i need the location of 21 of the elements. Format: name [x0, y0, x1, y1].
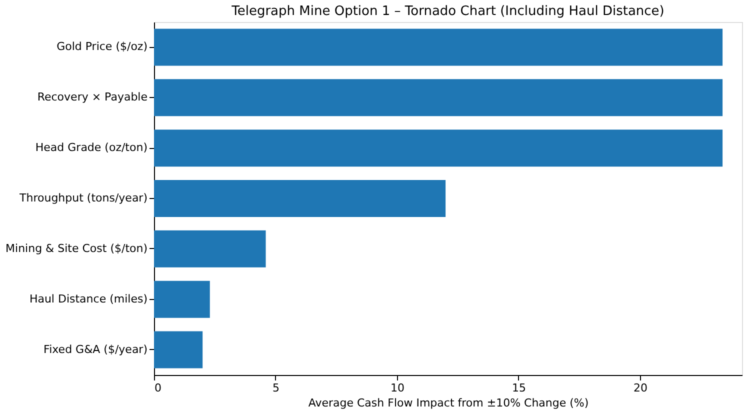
y-tick-label: Gold Price ($/oz): [56, 40, 148, 54]
bar: [154, 180, 446, 217]
x-axis-title: Average Cash Flow Impact from ±10% Change (%): [308, 396, 589, 410]
y-tick-label: Throughput (tons/year): [18, 192, 148, 204]
y-tick-label: Haul Distance (miles): [29, 292, 148, 306]
x-tick-label: 5: [272, 382, 280, 394]
bar: [154, 28, 723, 66]
y-tick-label: Recovery × Payable: [37, 90, 148, 104]
bar: [154, 280, 210, 318]
bar: [154, 130, 723, 167]
bar: [154, 79, 723, 116]
x-tick-label: 10: [390, 382, 404, 394]
chart-title: Telegraph Mine Option 1 – Tornado Chart (Including Haul Distance): [230, 4, 664, 19]
y-tick-label: Head Grade (oz/ton): [35, 141, 148, 154]
bar: [154, 230, 266, 268]
y-tick-label: Mining & Site Cost ($/ton): [6, 242, 148, 255]
y-tick-label: Fixed G&A ($/year): [44, 342, 148, 356]
x-tick-label: 15: [512, 382, 526, 394]
x-tick-label: 0: [154, 382, 162, 394]
bar: [154, 331, 203, 368]
x-tick-label: 20: [633, 382, 648, 394]
